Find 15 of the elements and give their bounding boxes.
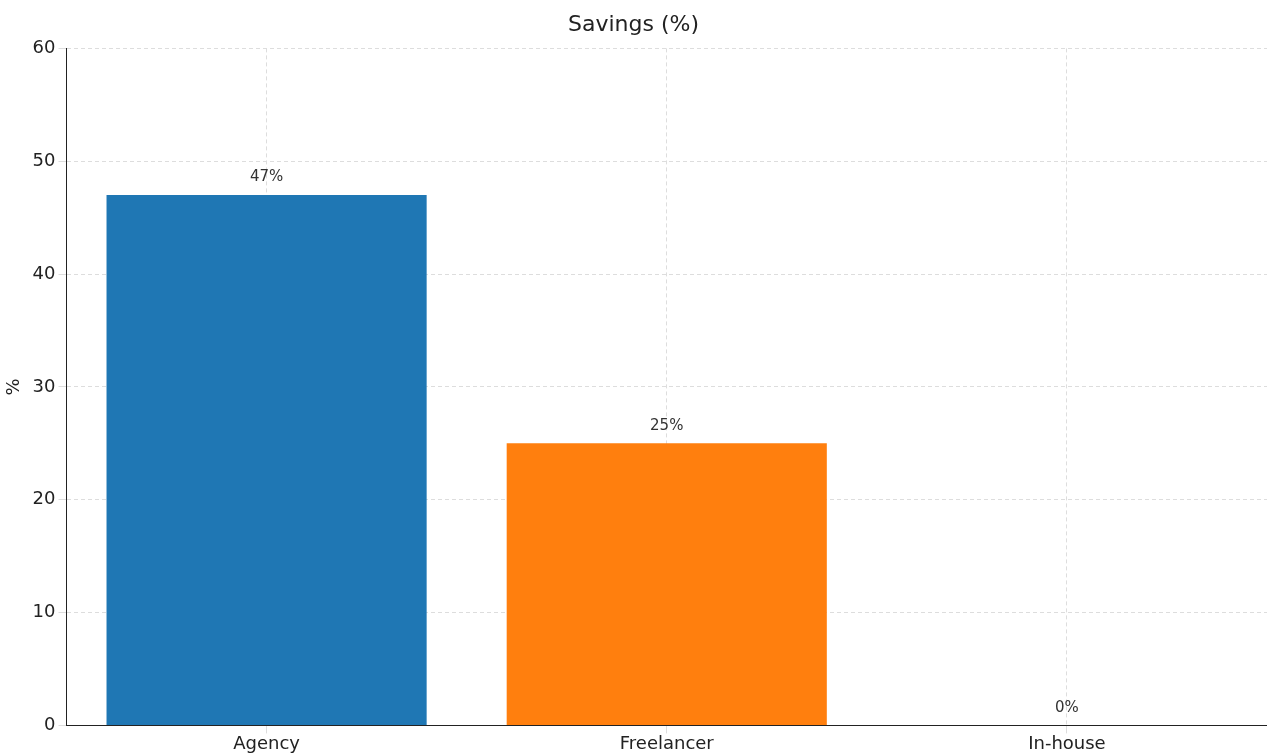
y-tick-label: 30 [32, 374, 56, 396]
data-label: 25% [650, 415, 684, 434]
y-tick-label: 60 [32, 36, 56, 58]
y-tick-label: 10 [32, 600, 56, 622]
data-label: 0% [1055, 697, 1079, 716]
x-tick-label: In-house [1028, 731, 1106, 753]
y-tick-label: 40 [32, 261, 56, 283]
x-tick-label: Freelancer [619, 731, 715, 753]
y-axis-title: % [2, 378, 24, 396]
data-label: 47% [249, 167, 284, 186]
chart-title: Savings (%) [567, 10, 700, 36]
y-tick-label: 50 [32, 148, 56, 170]
y-tick-label: 0 [44, 713, 56, 735]
y-tick-label: 20 [32, 487, 56, 509]
x-tick-label: Agency [233, 731, 301, 753]
